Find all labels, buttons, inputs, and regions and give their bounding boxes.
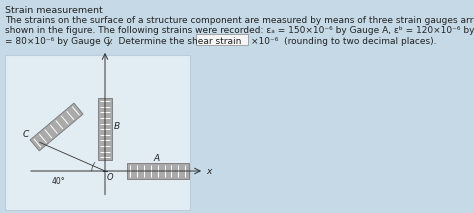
Text: y: y (107, 37, 112, 46)
Bar (98, 98, 112, 160)
Text: shown in the figure. The following strains were recorded: εₐ = 150×10⁻⁶ by Gauge: shown in the figure. The following strai… (5, 26, 474, 35)
Text: The strains on the surface of a structure component are measured by means of thr: The strains on the surface of a structur… (5, 16, 474, 25)
Text: B: B (114, 122, 120, 131)
Text: 40°: 40° (52, 177, 65, 186)
Text: = 80×10⁻⁶ by Gauge C.  Determine the shear strain: = 80×10⁻⁶ by Gauge C. Determine the shea… (5, 37, 241, 46)
Text: x: x (206, 167, 211, 177)
Bar (127, 163, 189, 179)
Text: O: O (107, 173, 114, 182)
Polygon shape (30, 103, 83, 151)
FancyBboxPatch shape (196, 34, 248, 45)
Text: C: C (23, 130, 29, 139)
Text: A: A (154, 154, 160, 163)
Text: ×10⁻⁶  (rounding to two decimal places).: ×10⁻⁶ (rounding to two decimal places). (251, 37, 437, 46)
Text: Strain measurement: Strain measurement (5, 6, 103, 15)
Bar (5, 55, 190, 210)
